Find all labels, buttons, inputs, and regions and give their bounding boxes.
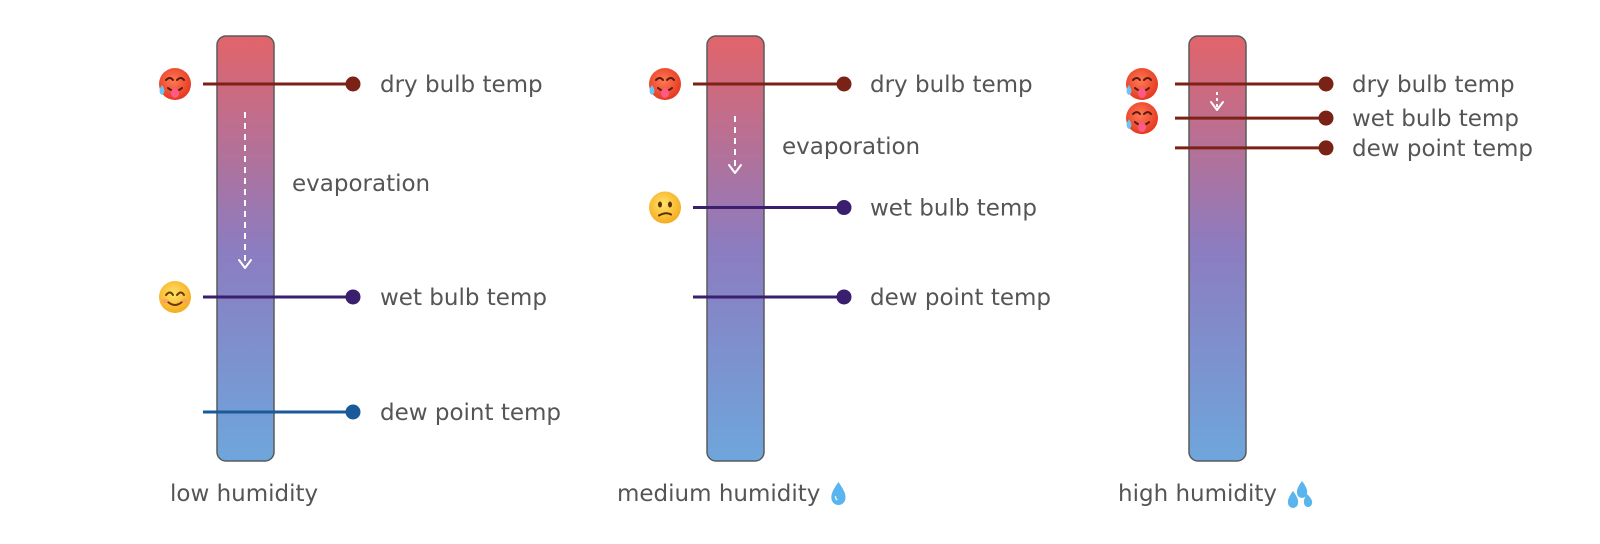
reading-dot <box>836 76 852 92</box>
reading-label: dew point temp <box>1352 136 1533 162</box>
panel-low-humidity: evaporation dry bulb temp wet bulb temp dew… <box>159 35 561 507</box>
reading-dot <box>1318 140 1334 156</box>
arrow-head <box>1210 101 1224 111</box>
reading-dry: dry bulb temp <box>649 68 1033 100</box>
reading-label: wet bulb temp <box>380 285 547 311</box>
panel-high-humidity: dry bulb temp wet bulb temp dew point temp… <box>1118 35 1533 508</box>
hot-face-icon <box>159 68 191 100</box>
evaporation-label: evaporation <box>292 171 430 197</box>
reading-label: dew point temp <box>380 400 561 426</box>
thermometer-bar <box>1188 35 1247 462</box>
reading-dot <box>1318 110 1334 126</box>
reading-wet: wet bulb temp <box>1126 102 1519 135</box>
reading-dew: dew point temp <box>693 285 1051 311</box>
evaporation-label: evaporation <box>782 134 920 160</box>
reading-label: dry bulb temp <box>380 72 543 98</box>
reading-dew: dew point temp <box>203 400 561 426</box>
reading-wet: wet bulb temp <box>649 191 1037 224</box>
reading-label: dry bulb temp <box>870 72 1033 98</box>
reading-dew: dew point temp <box>1175 136 1533 162</box>
thermometer-bar <box>706 35 765 462</box>
arrow-head <box>728 164 742 174</box>
reading-dot <box>836 289 852 305</box>
reading-dry: dry bulb temp <box>159 68 543 100</box>
droplet-icon <box>831 482 846 506</box>
reading-dot <box>345 404 361 420</box>
hot-face-icon <box>1126 68 1158 100</box>
hot-face-icon <box>649 68 681 100</box>
panel-medium-humidity: evaporation dry bulb temp wet bulb temp dew… <box>617 35 1051 507</box>
reading-label: wet bulb temp <box>1352 106 1519 132</box>
reading-label: wet bulb temp <box>870 196 1037 222</box>
hot-face-icon <box>1126 102 1158 135</box>
reading-dot <box>345 76 361 92</box>
reading-dot <box>836 200 852 216</box>
arrow-head <box>238 259 252 269</box>
smiling-face-icon <box>159 280 191 313</box>
panel-caption: low humidity <box>170 481 318 507</box>
reading-label: dry bulb temp <box>1352 72 1515 98</box>
confused-face-icon <box>649 191 681 224</box>
reading-dry: dry bulb temp <box>1126 68 1515 100</box>
reading-dot <box>345 289 361 305</box>
panel-caption: high humidity <box>1118 481 1277 507</box>
reading-wet: wet bulb temp <box>159 280 547 313</box>
reading-dot <box>1318 76 1334 92</box>
panel-caption: medium humidity <box>617 481 820 507</box>
reading-label: dew point temp <box>870 285 1051 311</box>
sweat-droplets-icon <box>1287 481 1313 508</box>
